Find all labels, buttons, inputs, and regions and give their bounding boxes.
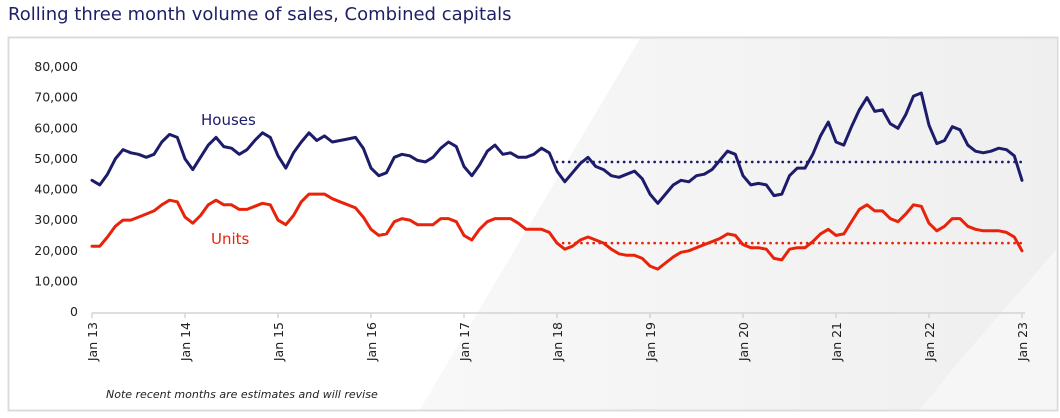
x-tick-label: Jan 23: [1015, 322, 1030, 362]
x-tick-label: Jan 16: [364, 322, 379, 362]
y-tick-label: 70,000: [34, 90, 78, 105]
background-shade-light: [920, 250, 1056, 410]
series-line-units: [90, 192, 1024, 271]
x-tick-label: Jan 22: [922, 322, 937, 362]
x-tick-label: Jan 20: [736, 322, 751, 362]
y-tick-label: 50,000: [34, 151, 78, 166]
y-tick-label: 40,000: [34, 182, 78, 197]
x-tick-label: Jan 19: [643, 322, 658, 362]
y-tick-label: 20,000: [34, 243, 78, 258]
series-line-houses: [90, 91, 1024, 205]
background-shade: [420, 38, 1056, 410]
chart-note: Note recent months are estimates and wil…: [106, 388, 378, 401]
y-tick-label: 10,000: [34, 273, 78, 288]
x-tick-label: Jan 13: [85, 322, 100, 362]
y-tick-label: 30,000: [34, 212, 78, 227]
x-tick-label: Jan 14: [178, 322, 193, 362]
x-tick-label: Jan 15: [271, 322, 286, 362]
x-tick-label: Jan 18: [550, 322, 565, 362]
x-tick-label: Jan 17: [457, 322, 472, 362]
y-tick-label: 60,000: [34, 120, 78, 135]
y-tick-label: 80,000: [34, 59, 78, 74]
series-label-houses: Houses: [201, 111, 256, 129]
series-label-units: Units: [211, 230, 250, 248]
x-tick-label: Jan 21: [829, 322, 844, 362]
y-tick-label: 0: [70, 304, 78, 319]
chart-title: Rolling three month volume of sales, Com…: [8, 4, 512, 25]
